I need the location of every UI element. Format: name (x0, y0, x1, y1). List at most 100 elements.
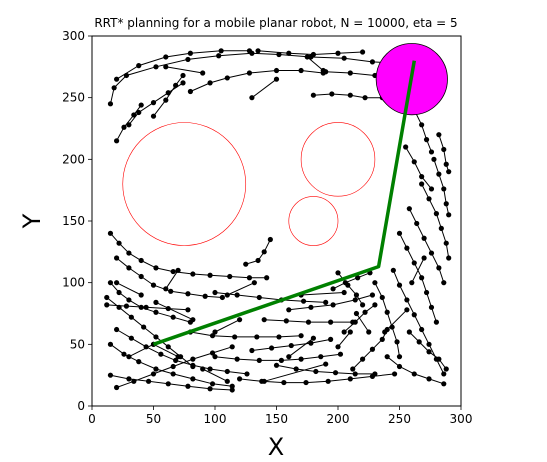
tree-node-tree-branch-27-5 (426, 341, 432, 347)
tree-node-tree-branch-27-7 (441, 371, 447, 377)
tree-node-tree-branch-44-0 (243, 261, 249, 267)
tree-node-tree-branch-18-0 (212, 289, 218, 296)
tree-node-tree-branch-30-4 (443, 240, 449, 246)
tree-node-tree-branch-45-0 (335, 270, 341, 276)
tree-node-tree-branch-28-3 (419, 275, 425, 281)
tree-branch-38 (343, 304, 376, 333)
tree-node-tree-branch-10-3 (150, 282, 157, 288)
tree-node-tree-branch-29-1 (414, 220, 420, 227)
tree-node-tree-branch-3-2 (131, 112, 137, 118)
tree-node-tree-branch-10-6 (202, 293, 208, 299)
tree-node-tree-branch-37-0 (350, 366, 356, 372)
tree-branch-26 (374, 282, 400, 357)
tree-node-tree-branch-13-5 (165, 344, 171, 350)
tree-node-tree-branch-28-4 (423, 289, 430, 296)
tree-node-tree-branch-10-2 (138, 273, 144, 280)
tree-node-tree-branch-12-2 (143, 304, 149, 310)
tree-node-tree-link-17-0 (304, 54, 310, 60)
tree-node-tree-branch-38-0 (341, 329, 347, 335)
tree-node-tree-link-14-0 (382, 329, 388, 335)
tree-node-tree-branch-17-5 (209, 350, 216, 356)
tree-node-tree-branch-15-6 (209, 381, 216, 387)
tree-node-tree-branch-0-7 (276, 51, 282, 58)
tree-node-tree-link-12-0 (126, 354, 132, 360)
tree-node-tree-branch-26-2 (384, 309, 390, 315)
tree-node-tree-branch-19-5 (298, 333, 304, 339)
tree-link-9 (214, 319, 240, 333)
tree-node-tree-branch-12-0 (104, 302, 110, 308)
tree-node-tree-branch-38-3 (372, 302, 378, 308)
tree-node-tree-branch-14-0 (114, 326, 120, 333)
tree-node-tree-branch-37-3 (379, 336, 385, 342)
tree-node-tree-link-13-1 (409, 280, 415, 286)
tree-node-tree-branch-16-1 (126, 376, 132, 382)
tree-node-tree-branch-33-1 (411, 159, 417, 165)
x-tick-label-250: 250 (388, 412, 411, 426)
tree-node-tree-branch-9-7 (207, 272, 213, 278)
tree-node-tree-branch-17-1 (131, 378, 137, 384)
tree-node-tree-branch-39-0 (330, 286, 336, 292)
tree-node-tree-branch-3-0 (114, 138, 120, 144)
tree-node-tree-branch-33-0 (403, 144, 409, 150)
tree-node-tree-link-2-0 (261, 378, 267, 384)
tree-node-tree-branch-28-0 (396, 230, 403, 236)
tree-node-tree-link-4-0 (114, 280, 120, 286)
tree-link-12 (128, 343, 154, 358)
tree-node-tree-branch-19-3 (254, 334, 260, 340)
tree-node-tree-branch-17-4 (190, 356, 196, 362)
tree-node-tree-branch-24-1 (308, 304, 314, 310)
tree-node-tree-branch-28-5 (428, 304, 435, 310)
tree-node-tree-branch-35-2 (411, 371, 417, 377)
tree-node-tree-branch-9-0 (107, 230, 114, 236)
tree-node-tree-branch-21-0 (237, 376, 243, 382)
tree-node-tree-branch-7-0 (310, 92, 316, 98)
tree-node-tree-branch-10-4 (168, 288, 174, 294)
tree-node-tree-link-4-1 (138, 292, 144, 298)
tree-node-tree-branch-18-5 (323, 299, 329, 305)
tree-node-tree-branch-27-1 (396, 282, 403, 288)
tree-node-tree-branch-22-0 (273, 362, 280, 368)
tree-link-16 (165, 66, 203, 74)
tree-node-tree-branch-13-3 (141, 324, 147, 330)
tree-node-tree-branch-28-6 (433, 319, 439, 325)
x-tick-label-50: 50 (146, 412, 161, 426)
tree-branch-31 (433, 159, 450, 215)
tree-node-tree-branch-38-2 (362, 309, 368, 315)
tree-node-tree-branch-13-4 (153, 334, 159, 340)
tree-node-tree-link-0-1 (175, 354, 181, 360)
tree-node-tree-branch-37-1 (360, 356, 366, 362)
tree-node-tree-branch-33-3 (428, 186, 435, 192)
tree-node-tree-branch-15-7 (229, 383, 235, 389)
x-tick-label-150: 150 (265, 412, 288, 426)
tree-node-tree-branch-17-0 (114, 384, 120, 391)
tree-node-tree-branch-35-1 (396, 363, 403, 370)
tree-link-6 (227, 282, 255, 296)
x-axis: 0 50 100 150 200 250 300 (88, 406, 472, 426)
tree-node-tree-branch-20-5 (318, 354, 324, 360)
tree-link-15 (251, 78, 277, 99)
tree-node-tree-link-1-0 (200, 366, 206, 372)
tree-node-tree-branch-8-1 (347, 70, 353, 76)
tree-node-tree-branch-18-4 (300, 298, 307, 304)
tree-node-tree-link-1-1 (224, 378, 230, 384)
tree-node-tree-branch-44-1 (255, 257, 261, 264)
tree-node-tree-link-16-0 (163, 64, 169, 70)
tree-node-tree-branch-14-2 (143, 344, 149, 350)
tree-node-tree-branch-28-2 (411, 260, 417, 266)
tree-node-tree-branch-33-2 (419, 174, 425, 180)
tree-node-tree-branch-1-4 (218, 48, 224, 54)
tree-node-tree-branch-9-5 (170, 268, 176, 275)
tree-branch-11 (110, 282, 191, 323)
tree-node-tree-branch-27-2 (404, 297, 410, 303)
tree-node-tree-link-8-0 (353, 310, 360, 317)
tree-node-tree-branch-37-2 (369, 346, 376, 352)
tree-node-tree-branch-17-6 (229, 344, 235, 350)
tree-node-tree-branch-45-2 (353, 292, 360, 298)
planned-path (152, 60, 417, 346)
tree-node-tree-branch-3-3 (138, 102, 144, 108)
tree-node-tree-link-6-0 (224, 292, 230, 298)
tree-branch-44 (245, 239, 271, 265)
tree-node-tree-branch-24-2 (330, 302, 336, 308)
tree-node-tree-branch-18-2 (256, 294, 262, 301)
tree-node-tree-link-10-1 (310, 335, 316, 341)
